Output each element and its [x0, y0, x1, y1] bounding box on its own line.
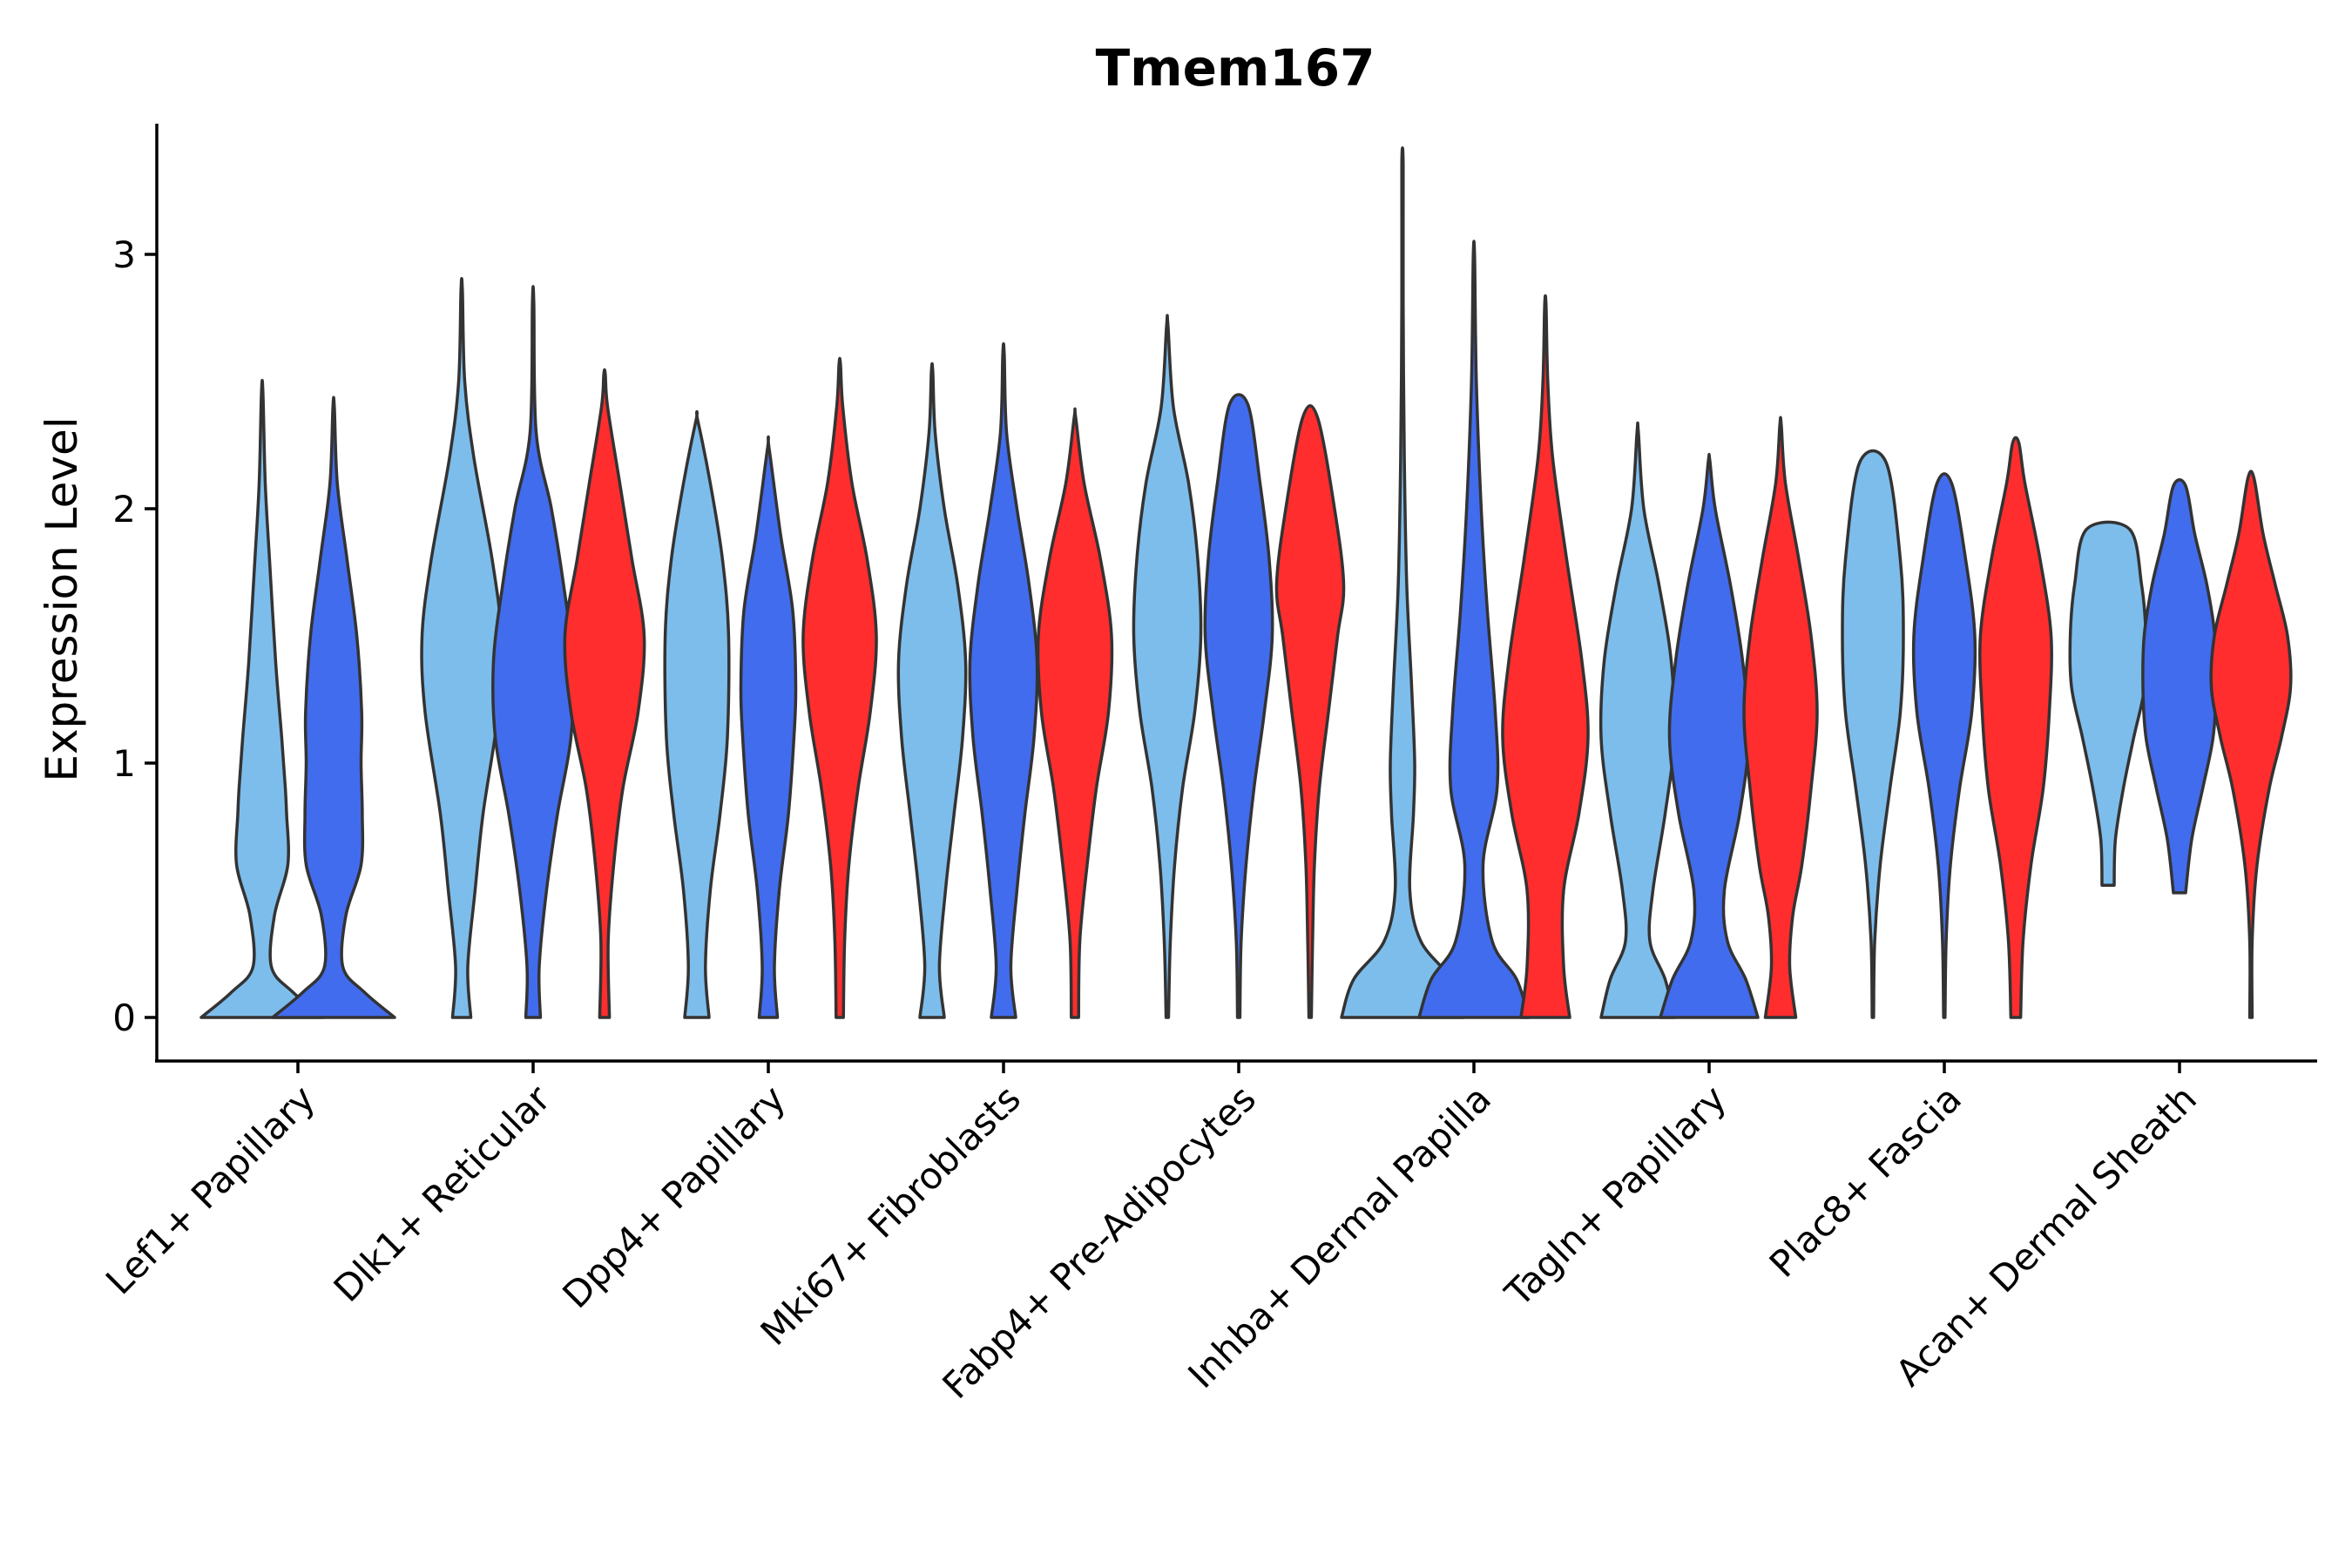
violin-2-1 [739, 435, 798, 1019]
x-tick-label: Mki67+ Fibroblasts [753, 1077, 1029, 1353]
violin-4-1 [1203, 393, 1274, 1019]
violin-0-0 [199, 378, 325, 1019]
violin-1-2 [563, 368, 646, 1019]
x-tick-label: Dlk1+ Reticular [326, 1077, 559, 1310]
y-axis-label: Expression Level [37, 416, 87, 781]
violin-1-0 [420, 277, 504, 1019]
violin-1-1 [491, 285, 575, 1019]
violin-2-0 [663, 409, 731, 1019]
violin-6-0 [1598, 421, 1677, 1019]
y-tick-label: 3 [112, 233, 136, 276]
violin-2-2 [801, 356, 878, 1019]
violin-5-1 [1417, 240, 1531, 1019]
violin-5-2 [1501, 294, 1590, 1019]
y-tick-label: 1 [112, 742, 136, 785]
violin-3-2 [1036, 407, 1114, 1019]
violin-0-1 [271, 395, 396, 1019]
violin-5-0 [1340, 145, 1465, 1019]
violin-8-0 [2068, 520, 2148, 887]
y-tick-label: 2 [112, 488, 136, 531]
violin-7-0 [1841, 449, 1905, 1019]
violin-3-1 [968, 341, 1039, 1019]
violin-7-1 [1911, 472, 1977, 1019]
violin-8-2 [2209, 470, 2293, 1019]
violin-7-2 [1978, 436, 2053, 1019]
violin-layer [199, 145, 2293, 1019]
x-tick-label: Plac8+ Fascia [1761, 1077, 1970, 1285]
violin-6-1 [1659, 452, 1760, 1019]
x-tick-label: Lef1+ Papillary [98, 1077, 323, 1302]
violin-8-1 [2141, 478, 2218, 895]
y-tick-label: 0 [112, 997, 136, 1039]
x-tick-label: Dpp4+ Papillary [554, 1077, 794, 1316]
chart-title: Tmem167 [1096, 38, 1375, 98]
violin-6-2 [1742, 416, 1819, 1019]
y-ticks: 0 1 2 3 [112, 233, 157, 1039]
violin-4-2 [1274, 404, 1346, 1019]
violin-4-0 [1132, 314, 1203, 1019]
violin-3-0 [896, 362, 968, 1019]
x-tick-label: Tagln+ Papillary [1497, 1077, 1734, 1315]
